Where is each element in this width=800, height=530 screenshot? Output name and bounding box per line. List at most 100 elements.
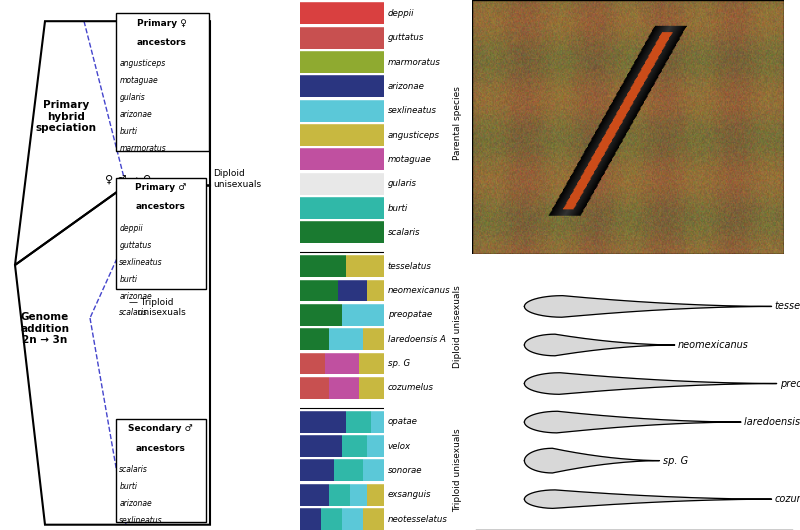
- Text: arizonae: arizonae: [119, 292, 152, 301]
- Bar: [300, 460, 334, 481]
- Text: velox: velox: [388, 441, 411, 450]
- Text: scalaris: scalaris: [119, 465, 148, 474]
- Bar: [367, 484, 384, 506]
- Text: guttatus: guttatus: [119, 241, 152, 250]
- Text: scalaris: scalaris: [388, 228, 420, 237]
- Bar: [342, 508, 363, 530]
- Bar: [300, 280, 338, 302]
- Bar: [363, 508, 384, 530]
- Polygon shape: [525, 411, 741, 433]
- Text: laredoensis A: laredoensis A: [388, 335, 446, 344]
- Text: angusticeps: angusticeps: [119, 59, 166, 68]
- Bar: [346, 411, 371, 432]
- Text: neomexicanus: neomexicanus: [388, 286, 450, 295]
- Text: motaguae: motaguae: [388, 155, 431, 164]
- Bar: [300, 352, 325, 375]
- Bar: [371, 411, 384, 432]
- Polygon shape: [525, 334, 674, 356]
- Text: laredoensis A: laredoensis A: [744, 417, 800, 427]
- Text: preopatae: preopatae: [388, 311, 432, 320]
- FancyBboxPatch shape: [115, 13, 209, 151]
- Bar: [300, 411, 346, 432]
- Bar: [338, 280, 367, 302]
- Polygon shape: [525, 296, 772, 317]
- Text: burti: burti: [388, 204, 408, 213]
- Bar: [300, 100, 384, 122]
- Text: Diploid unisexuals: Diploid unisexuals: [453, 286, 462, 368]
- Bar: [330, 377, 358, 399]
- Text: gularis: gularis: [119, 93, 145, 102]
- Bar: [334, 460, 363, 481]
- Bar: [330, 328, 363, 350]
- Text: opatae: opatae: [388, 417, 418, 426]
- Text: angusticeps: angusticeps: [388, 130, 440, 139]
- Bar: [367, 280, 384, 302]
- Bar: [363, 460, 384, 481]
- Bar: [300, 173, 384, 195]
- FancyBboxPatch shape: [115, 419, 206, 522]
- Text: motaguae: motaguae: [119, 76, 158, 85]
- Text: exsanguis: exsanguis: [388, 490, 431, 499]
- Bar: [346, 255, 384, 277]
- Text: arizonae: arizonae: [388, 82, 425, 91]
- Text: neotesselatus: neotesselatus: [388, 515, 448, 524]
- Text: neomexicanus: neomexicanus: [678, 340, 749, 350]
- Text: burti: burti: [119, 482, 138, 491]
- Bar: [342, 304, 384, 326]
- Text: deppii: deppii: [119, 224, 143, 233]
- Bar: [300, 197, 384, 219]
- Polygon shape: [525, 373, 777, 394]
- Bar: [325, 352, 358, 375]
- Text: ancestors: ancestors: [135, 444, 186, 453]
- Text: tesselatus: tesselatus: [388, 262, 432, 271]
- Bar: [300, 148, 384, 170]
- Bar: [300, 508, 321, 530]
- Bar: [300, 26, 384, 49]
- Text: sp. G: sp. G: [662, 456, 688, 466]
- Bar: [342, 435, 367, 457]
- Text: ♀ ♂ → ♀: ♀ ♂ → ♀: [105, 174, 151, 184]
- Bar: [300, 3, 384, 24]
- Text: sp. G: sp. G: [388, 359, 410, 368]
- Polygon shape: [525, 448, 659, 473]
- Text: cozumelus: cozumelus: [774, 494, 800, 504]
- Text: Primary ♂: Primary ♂: [135, 183, 186, 192]
- Bar: [300, 435, 342, 457]
- Bar: [358, 352, 384, 375]
- Bar: [300, 222, 384, 243]
- Text: — Triploid
   unisexuals: — Triploid unisexuals: [129, 298, 186, 317]
- Text: burti: burti: [119, 275, 138, 284]
- Bar: [350, 484, 367, 506]
- Text: sexlineatus: sexlineatus: [119, 516, 163, 525]
- Bar: [363, 328, 384, 350]
- Text: gularis: gularis: [388, 179, 417, 188]
- Text: scalaris: scalaris: [119, 308, 148, 317]
- Text: marmoratus: marmoratus: [119, 144, 166, 153]
- Bar: [330, 484, 350, 506]
- Text: ancestors: ancestors: [135, 202, 186, 211]
- Text: Genome
addition
2n → 3n: Genome addition 2n → 3n: [21, 312, 70, 345]
- Bar: [300, 124, 384, 146]
- Text: deppii: deppii: [388, 9, 414, 18]
- Text: marmoratus: marmoratus: [388, 58, 441, 67]
- Text: Primary
hybrid
speciation: Primary hybrid speciation: [35, 100, 97, 133]
- Text: Primary ♀: Primary ♀: [137, 19, 187, 28]
- Text: sexlineatus: sexlineatus: [119, 258, 163, 267]
- Bar: [367, 435, 384, 457]
- Text: sonorae: sonorae: [388, 466, 422, 475]
- Bar: [300, 255, 346, 277]
- Bar: [300, 328, 330, 350]
- Text: Secondary ♂: Secondary ♂: [128, 424, 193, 433]
- Text: arizonae: arizonae: [119, 499, 152, 508]
- Text: cozumelus: cozumelus: [388, 383, 434, 392]
- FancyBboxPatch shape: [115, 178, 206, 289]
- Text: ancestors: ancestors: [137, 38, 187, 47]
- Text: tesselatus: tesselatus: [774, 302, 800, 312]
- Text: arizonae: arizonae: [119, 110, 152, 119]
- Bar: [300, 51, 384, 73]
- Polygon shape: [525, 490, 772, 508]
- Bar: [321, 508, 342, 530]
- Text: preopatae: preopatae: [780, 378, 800, 388]
- Bar: [300, 377, 330, 399]
- Text: Triploid unisexuals: Triploid unisexuals: [453, 429, 462, 512]
